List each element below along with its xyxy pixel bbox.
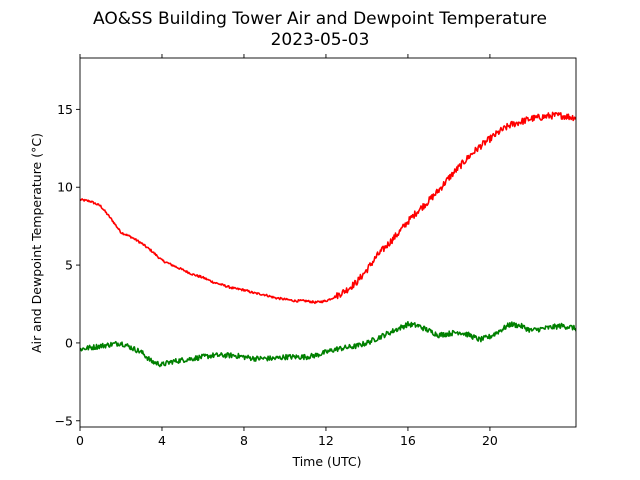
x-tick-label: 0 [76,433,84,448]
x-tick-label: 4 [158,433,166,448]
y-tick-label: 0 [65,335,73,350]
series-line-1 [80,111,576,305]
y-tick-label: 10 [57,180,73,195]
y-axis-label: Air and Dewpoint Temperature (°C) [29,133,44,353]
chart-subtitle: 2023-05-03 [271,30,370,50]
x-tick-label: 16 [400,433,416,448]
x-tick-label: 20 [482,433,498,448]
plot-frame [79,57,577,428]
x-axis-label: Time (UTC) [291,454,361,469]
y-tick-label: 15 [57,102,73,117]
y-tick-label: −5 [55,413,73,428]
series-line-2 [80,320,576,368]
x-tick-label: 12 [318,433,334,448]
x-tick-label: 8 [240,433,248,448]
chart-title: AO&SS Building Tower Air and Dewpoint Te… [93,9,547,29]
y-tick-label: 5 [65,258,73,273]
